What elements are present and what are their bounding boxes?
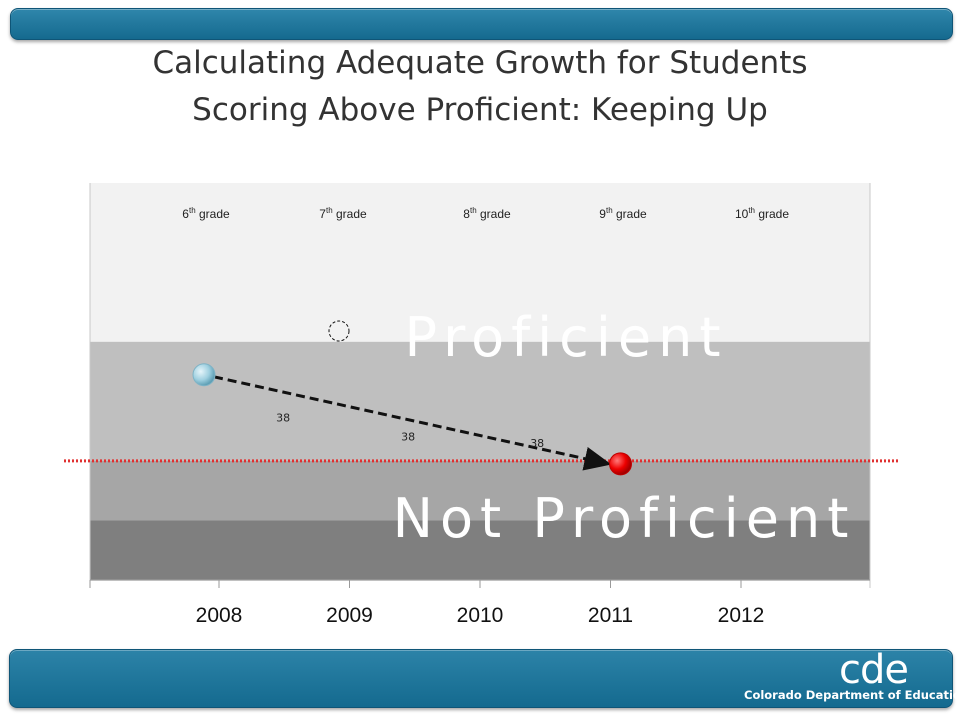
zone-label-proficient: Proficient [405,306,728,369]
slide-title: Calculating Adequate Growth for Students… [0,40,960,134]
band-1 [90,341,870,461]
year-label-2011: 2011 [588,604,633,627]
grade-label-8: 8th grade [463,206,511,221]
year-labels: 2008 2009 2010 2011 2012 [196,604,765,627]
target-point-2011 [609,452,632,476]
grade-label-7: 7th grade [319,206,367,221]
band-2 [90,460,870,521]
year-label-2009: 2009 [326,604,373,627]
grade-labels: 6th grade 7th grade 8th grade 9th grade 10th… [182,206,789,221]
title-line-2: Scoring Above Proficient: Keeping Up [192,92,768,128]
band-0 [90,183,870,342]
grade-label-9: 9th grade [599,206,647,221]
cde-logo: cde Colorado Department of Education [744,648,960,702]
year-label-2010: 2010 [457,604,504,627]
year-label-2012: 2012 [718,604,765,627]
start-point-2008 [192,363,216,387]
cde-logo-text: Colorado Department of Education [744,688,960,702]
grade-label-6: 6th grade [182,206,230,221]
segment-label-3: 38 [530,437,544,450]
zone-label-not-proficient: Not Proficient [393,487,856,550]
performance-bands [90,183,870,580]
cde-logo-mark: cde [839,647,909,693]
growth-trajectory-arrow [213,375,612,471]
band-3 [90,520,870,580]
title-line-1: Calculating Adequate Growth for Students [152,45,808,81]
x-axis-ticks [89,580,742,588]
grade-label-10: 10th grade [735,206,789,221]
segment-label-1: 38 [276,412,290,425]
segment-labels: 38 38 38 [276,412,544,450]
footer-bar: cde Colorado Department of Education [9,648,960,708]
header-bar [10,8,953,40]
year-label-2008: 2008 [196,604,243,627]
placeholder-circle [328,320,350,342]
segment-label-2: 38 [401,430,415,443]
